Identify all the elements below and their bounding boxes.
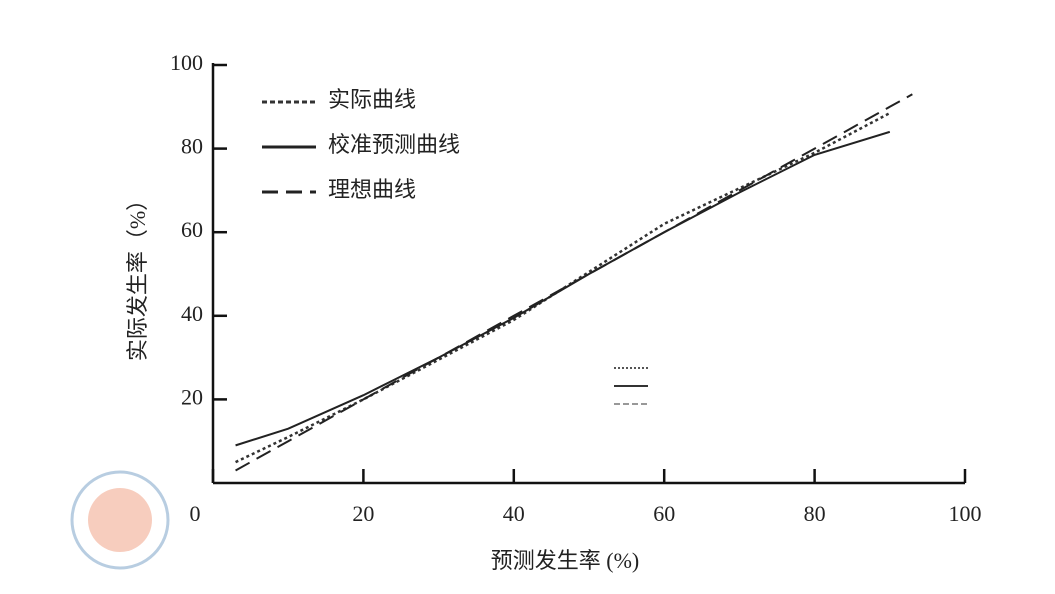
x-tick-label: 0 [190, 501, 201, 526]
legend-label: 校准预测曲线 [328, 132, 460, 157]
x-tick-label: 80 [804, 501, 826, 526]
watermark-logo [70, 470, 170, 570]
y-tick-label: 80 [181, 134, 203, 159]
legend-copy [614, 367, 648, 405]
x-tick-label: 40 [503, 501, 525, 526]
legend-label: 实际曲线 [328, 87, 416, 112]
x-tick-label: 100 [949, 501, 982, 526]
x-axis-label: 预测发生率 (%) [491, 548, 639, 573]
y-tick-label: 20 [181, 384, 203, 409]
y-axis-label: 实际发生率（%） [125, 189, 150, 361]
x-tick-label: 60 [653, 501, 675, 526]
y-tick-label: 40 [181, 301, 203, 326]
legend-label: 理想曲线 [328, 177, 416, 202]
x-tick-label: 20 [352, 501, 374, 526]
y-tick-label: 60 [181, 217, 203, 242]
y-tick-label: 100 [170, 50, 203, 75]
